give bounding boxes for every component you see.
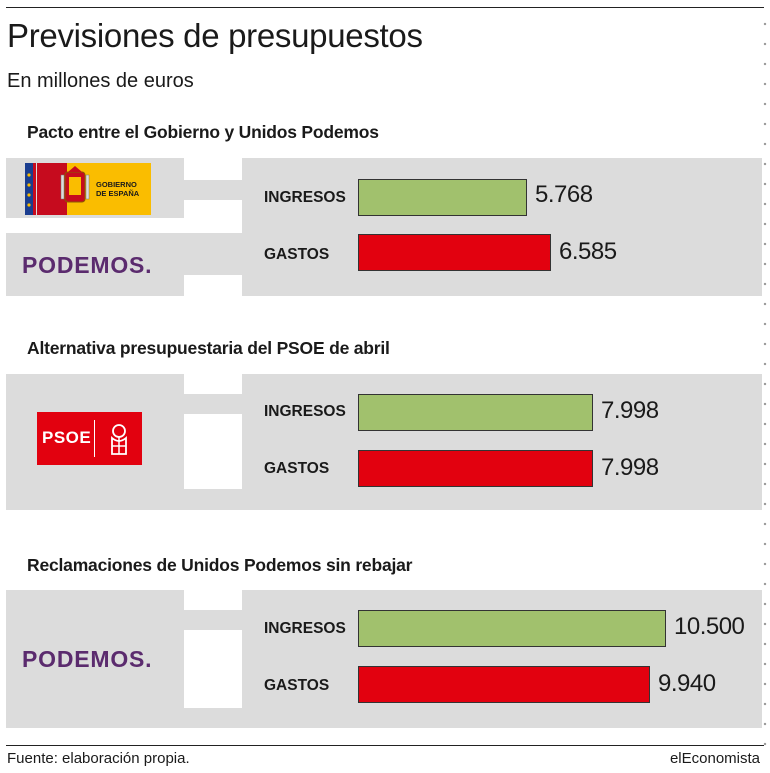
psoe-logo-text: PSOE <box>42 428 92 447</box>
section-title-1: Pacto entre el Gobierno y Unidos Podemos <box>27 122 379 142</box>
section-title-2: Alternativa presupuestaria del PSOE de a… <box>27 338 390 358</box>
gobierno-line2: DE ESPAÑA <box>96 189 140 198</box>
value-ingresos: 5.768 <box>535 181 593 208</box>
logo-gap <box>6 218 184 233</box>
gobierno-logo-text: GOBIERNO DE ESPAÑA <box>96 180 139 198</box>
value-gastos: 7.998 <box>601 454 659 481</box>
value-gastos: 6.585 <box>559 238 617 265</box>
gobierno-line1: GOBIERNO <box>96 180 137 189</box>
source-note: Fuente: elaboración propia. <box>7 750 190 767</box>
section-title-3: Reclamaciones de Unidos Podemos sin reba… <box>27 555 413 575</box>
value-ingresos: 7.998 <box>601 397 659 424</box>
bar-gastos <box>358 234 551 271</box>
psoe-divider <box>94 420 95 457</box>
panel-notch <box>184 158 242 180</box>
podemos-logo: PODEMOS. <box>22 646 153 672</box>
panel-notch <box>184 414 242 489</box>
gobierno-espana-logo <box>25 163 151 215</box>
row-label-ingresos: INGRESOS <box>264 620 346 637</box>
bar-ingresos <box>358 179 527 216</box>
bar-ingresos <box>358 394 593 431</box>
podemos-logo: PODEMOS. <box>22 252 153 278</box>
panel-notch <box>184 590 242 610</box>
panel-notch <box>184 630 242 708</box>
chart-title: Previsiones de presupuestos <box>7 17 423 54</box>
top-rule <box>6 7 764 8</box>
row-label-ingresos: INGRESOS <box>264 403 346 420</box>
brand-credit: elEconomista <box>669 750 760 767</box>
dotted-edge <box>760 14 770 754</box>
value-gastos: 9.940 <box>658 670 716 697</box>
value-ingresos: 10.500 <box>674 613 745 640</box>
bar-gastos <box>358 450 593 487</box>
row-label-ingresos: INGRESOS <box>264 189 346 206</box>
row-label-gastos: GASTOS <box>264 677 330 694</box>
psoe-logo: PSOE <box>37 412 142 465</box>
panel-notch <box>184 200 242 233</box>
chart-subtitle: En millones de euros <box>7 70 194 92</box>
bottom-rule <box>6 745 764 746</box>
bar-gastos <box>358 666 650 703</box>
panel-notch <box>184 374 242 394</box>
row-label-gastos: GASTOS <box>264 460 330 477</box>
panel-notch <box>184 275 242 296</box>
row-label-gastos: GASTOS <box>264 246 330 263</box>
rose-fist-icon <box>111 424 127 455</box>
bar-ingresos <box>358 610 666 647</box>
